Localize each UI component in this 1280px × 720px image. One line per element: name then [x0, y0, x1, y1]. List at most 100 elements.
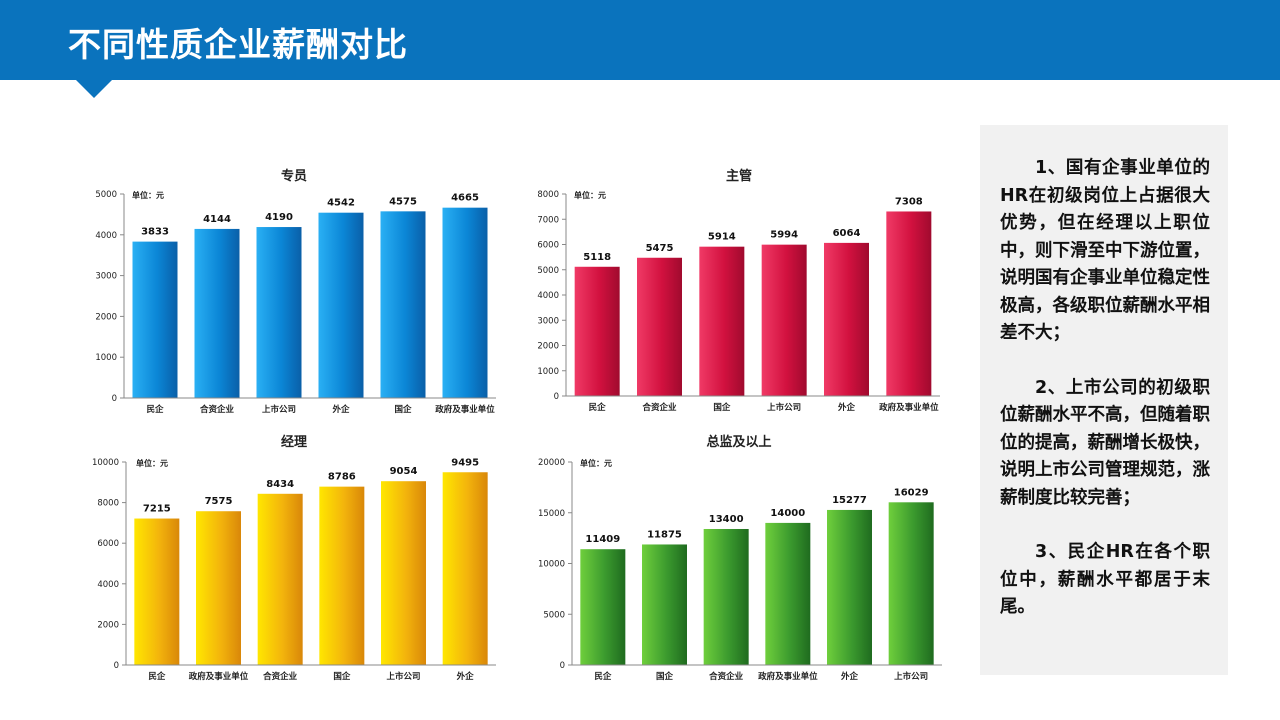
chart-title: 专员 [281, 168, 307, 184]
y-tick-label: 2000 [97, 620, 119, 630]
bar [888, 502, 934, 665]
y-tick-label: 10000 [92, 458, 119, 468]
unit-label: 单位：元 [132, 190, 164, 200]
bar [256, 227, 302, 398]
data-label: 4144 [203, 214, 231, 225]
y-tick-label: 0 [112, 394, 117, 404]
category-label: 民企 [148, 671, 166, 682]
data-label: 6064 [833, 228, 861, 239]
y-tick-label: 8000 [97, 499, 119, 509]
category-label: 国企 [713, 402, 731, 413]
data-label: 8786 [328, 472, 356, 483]
y-tick-label: 3000 [537, 316, 559, 326]
bar [824, 242, 869, 396]
y-tick-label: 6000 [537, 241, 559, 251]
bar [196, 511, 241, 665]
data-label: 9495 [451, 457, 479, 468]
y-tick-label: 0 [114, 661, 119, 671]
bar [574, 266, 620, 396]
chart-director: 总监及以上 单位：元 0 5000 10000 15000 20000 11409 118… [538, 434, 942, 682]
data-label: 7575 [205, 496, 233, 507]
y-tick-label: 0 [554, 392, 559, 402]
chart-title: 主管 [726, 168, 752, 184]
y-tick-label: 1000 [537, 367, 559, 377]
category-label: 民企 [146, 404, 164, 415]
chart-manager: 经理 单位：元 0 2000 4000 6000 8000 10000 7215 7575 8… [92, 434, 496, 682]
unit-label: 单位：元 [136, 458, 168, 468]
data-label: 11875 [647, 529, 682, 540]
note-2: 2、上市公司的初级职位薪酬水平不高，但随着职位的提高，薪酬增长极快，说明上市公司… [1000, 377, 1210, 508]
bar [318, 212, 364, 398]
category-label: 国企 [656, 671, 674, 682]
data-label: 5118 [583, 252, 611, 263]
data-label: 9054 [390, 466, 418, 477]
category-label: 上市公司 [894, 671, 928, 682]
y-tick-label: 2000 [95, 312, 117, 322]
y-tick-label: 20000 [538, 458, 565, 468]
bar [381, 481, 426, 665]
data-label: 4575 [389, 196, 417, 207]
y-tick-label: 0 [560, 661, 565, 671]
data-label: 7308 [895, 196, 923, 207]
category-label: 外企 [837, 402, 856, 413]
category-label: 合资企业 [199, 404, 235, 415]
data-label: 5914 [708, 232, 736, 243]
category-label: 民企 [589, 402, 607, 413]
data-label: 4665 [451, 193, 479, 204]
bar [886, 211, 932, 396]
category-label: 外企 [331, 404, 350, 415]
y-tick-label: 3000 [95, 272, 117, 282]
note-1: 1、国有企事业单位的HR在初级岗位上占据很大优势，但在经理以上职位中，则下滑至中… [1000, 158, 1210, 343]
chart-specialist: 专员 单位：元 0 1000 2000 3000 4000 5000 3833 4144 41… [95, 168, 496, 415]
bar [442, 472, 488, 665]
y-tick-label: 6000 [97, 539, 119, 549]
data-label: 16029 [894, 487, 929, 498]
y-tick-label: 5000 [537, 266, 559, 276]
y-tick-label: 10000 [538, 560, 565, 570]
data-label: 14000 [770, 508, 805, 519]
bar [637, 257, 682, 396]
page-title: 不同性质企业薪酬对比 [68, 25, 408, 64]
category-label: 上市公司 [386, 671, 420, 682]
bar [134, 518, 180, 665]
category-label: 合资企业 [708, 671, 744, 682]
data-label: 4542 [327, 198, 355, 209]
data-label: 5994 [770, 230, 798, 241]
chart-title: 经理 [281, 434, 307, 450]
bar [194, 228, 240, 398]
header-notch [76, 80, 112, 98]
category-label: 政府及事业单位 [758, 671, 818, 682]
data-label: 11409 [585, 534, 620, 545]
category-label: 国企 [394, 404, 412, 415]
bar [257, 493, 303, 665]
y-tick-label: 4000 [95, 231, 117, 241]
unit-label: 单位：元 [574, 190, 606, 200]
category-label: 上市公司 [767, 402, 801, 413]
bar [703, 528, 749, 665]
bar [319, 486, 365, 665]
data-label: 8434 [266, 479, 294, 490]
category-label: 民企 [594, 671, 612, 682]
y-tick-label: 4000 [537, 291, 559, 301]
data-label: 13400 [709, 514, 744, 525]
category-label: 外企 [840, 671, 859, 682]
category-label: 政府及事业单位 [435, 404, 495, 415]
bar [580, 549, 626, 665]
bar [699, 246, 745, 396]
bar [827, 509, 872, 665]
chart-supervisor: 主管 单位：元 0 1000 2000 3000 4000 5000 6000 7000 800… [537, 168, 940, 413]
y-tick-label: 2000 [537, 342, 559, 352]
data-label: 4190 [265, 212, 293, 223]
note-3: 3、民企HR在各个职位中，薪酬水平都居于末尾。 [1000, 542, 1210, 617]
data-label: 7215 [143, 504, 171, 515]
category-label: 政府及事业单位 [879, 402, 939, 413]
bar [442, 207, 488, 398]
data-label: 5475 [646, 243, 674, 254]
data-label: 3833 [141, 227, 169, 238]
bar [765, 522, 811, 665]
category-label: 合资企业 [262, 671, 298, 682]
y-tick-label: 5000 [95, 190, 117, 200]
category-label: 上市公司 [262, 404, 296, 415]
notes-panel: 1、国有企事业单位的HR在初级岗位上占据很大优势，但在经理以上职位中，则下滑至中… [980, 125, 1228, 675]
y-tick-label: 15000 [538, 509, 565, 519]
